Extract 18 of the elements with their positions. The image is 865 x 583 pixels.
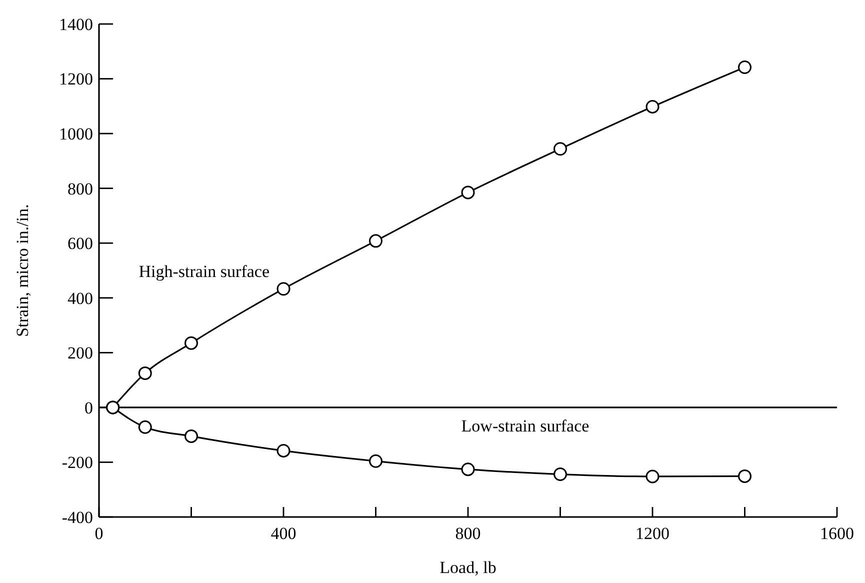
x-axis-title: Load, lb [440, 558, 496, 577]
x-tick-label: 1600 [820, 524, 854, 543]
series-label: Low-strain surface [461, 416, 590, 436]
x-tick-label: 400 [270, 524, 296, 543]
y-axis-title: Strain, micro in./in. [13, 204, 32, 337]
series-label: High-strain surface [138, 262, 270, 281]
y-tick-label: 1000 [59, 124, 93, 144]
y-tick-label: -400 [62, 508, 93, 527]
y-tick-label: 0 [84, 398, 93, 418]
y-tick-label: 200 [68, 344, 93, 363]
y-tick-label: 1200 [59, 70, 93, 89]
x-tick-label: 800 [455, 524, 481, 543]
y-tick-label: -200 [62, 453, 93, 472]
y-tick-label: 800 [68, 179, 93, 198]
y-tick-label: 1400 [59, 14, 93, 34]
y-tick-label: 400 [68, 288, 93, 308]
x-tick-label: 1200 [636, 524, 670, 543]
y-tick-label: 600 [68, 234, 93, 254]
